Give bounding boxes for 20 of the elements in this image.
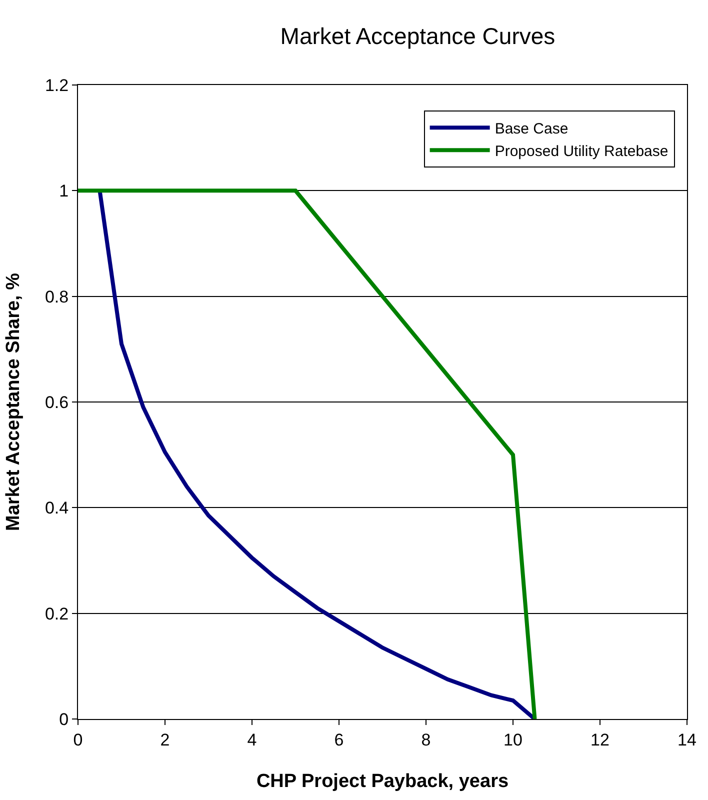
x-tick-label: 2 — [160, 730, 170, 750]
y-tick-label: 0.4 — [44, 498, 69, 518]
y-tick-label: 1 — [59, 182, 69, 201]
y-axis-title: Market Acceptance Share, % — [2, 272, 24, 532]
x-tick-label: 12 — [590, 730, 610, 750]
x-tick-label: 6 — [334, 730, 344, 750]
y-tick-label: 0 — [59, 710, 69, 729]
x-tick-label: 10 — [504, 730, 522, 750]
x-tick-label: 14 — [678, 730, 696, 750]
y-tick-label: 0.2 — [44, 604, 69, 624]
legend-label: Proposed Utility Ratebase — [494, 142, 668, 160]
legend-label: Base Case — [494, 120, 568, 138]
y-tick-label: 1.2 — [44, 76, 69, 95]
x-tick-label: 4 — [247, 730, 257, 750]
x-axis-title: CHP Project Payback, years — [256, 771, 509, 792]
chart-title: Market Acceptance Curves — [280, 23, 556, 50]
y-tick-label: 0.6 — [44, 392, 69, 412]
x-tick-label: 8 — [421, 730, 431, 750]
y-tick-label: 0.8 — [44, 287, 69, 306]
x-tick-label: 0 — [73, 730, 83, 750]
